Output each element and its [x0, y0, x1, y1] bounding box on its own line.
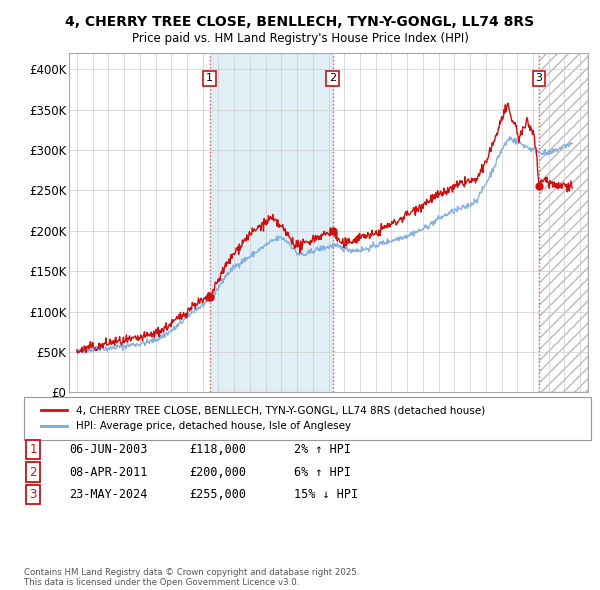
Text: 2: 2 — [29, 466, 37, 478]
Text: 2% ↑ HPI: 2% ↑ HPI — [294, 443, 351, 456]
Text: £255,000: £255,000 — [189, 488, 246, 501]
Text: 1: 1 — [206, 73, 213, 83]
Text: 1: 1 — [29, 443, 37, 456]
Bar — [539, 53, 588, 392]
Text: 08-APR-2011: 08-APR-2011 — [69, 466, 148, 478]
Text: 6% ↑ HPI: 6% ↑ HPI — [294, 466, 351, 478]
Text: 23-MAY-2024: 23-MAY-2024 — [69, 488, 148, 501]
Text: £118,000: £118,000 — [189, 443, 246, 456]
Bar — [209, 53, 333, 392]
Text: 15% ↓ HPI: 15% ↓ HPI — [294, 488, 358, 501]
Text: Price paid vs. HM Land Registry's House Price Index (HPI): Price paid vs. HM Land Registry's House … — [131, 32, 469, 45]
Text: 3: 3 — [536, 73, 542, 83]
Text: Contains HM Land Registry data © Crown copyright and database right 2025.
This d: Contains HM Land Registry data © Crown c… — [24, 568, 359, 587]
Text: £200,000: £200,000 — [189, 466, 246, 478]
Text: 2: 2 — [329, 73, 337, 83]
Text: 06-JUN-2003: 06-JUN-2003 — [69, 443, 148, 456]
Text: 4, CHERRY TREE CLOSE, BENLLECH, TYN-Y-GONGL, LL74 8RS: 4, CHERRY TREE CLOSE, BENLLECH, TYN-Y-GO… — [65, 15, 535, 29]
Text: 3: 3 — [29, 488, 37, 501]
Legend: 4, CHERRY TREE CLOSE, BENLLECH, TYN-Y-GONGL, LL74 8RS (detached house), HPI: Ave: 4, CHERRY TREE CLOSE, BENLLECH, TYN-Y-GO… — [35, 399, 491, 437]
